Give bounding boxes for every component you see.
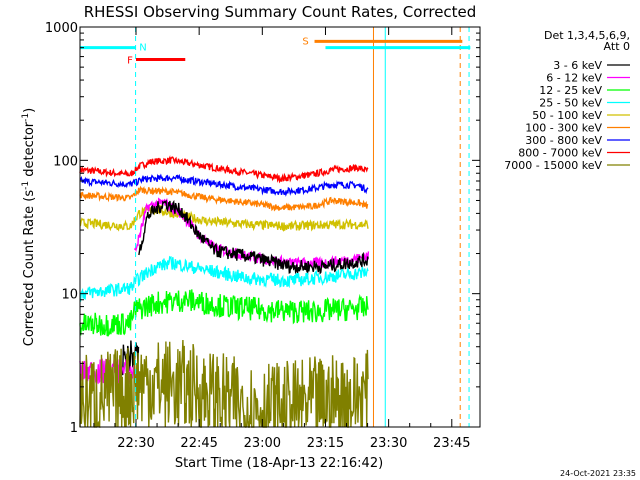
legend-label: 12 - 25 keV [539, 84, 602, 97]
x-axis: 22:30 22:45 23:00 23:15 23:30 23:45 [93, 27, 471, 451]
legend-label: 7000 - 15000 keV [504, 159, 602, 172]
legend-label: 800 - 7000 keV [518, 147, 602, 160]
legend-label: 25 - 50 keV [539, 97, 602, 110]
series-layer [79, 155, 370, 429]
legend-item: 300 - 800 keV [525, 134, 630, 147]
night-flag-label: N [139, 43, 146, 54]
legend-label: 300 - 800 keV [525, 134, 602, 147]
x-tick-label: 23:45 [433, 436, 470, 451]
legend-label: 100 - 300 keV [525, 122, 602, 135]
x-tick-label: 23:30 [370, 436, 407, 451]
series-line-3-6-keV [138, 199, 369, 276]
y-tick-label: 1000 [45, 21, 78, 36]
plot-frame [79, 26, 481, 428]
legend-label: 6 - 12 keV [546, 72, 602, 85]
legend-item: 3 - 6 keV [553, 59, 630, 72]
plot-area: NF S 22:30 22:45 23:00 23:15 23:30 23:45 1 10 10… [45, 21, 481, 451]
series-line-50-100-keV [79, 204, 369, 232]
chart-title: RHESSI Observing Summary Count Rates, Co… [84, 3, 477, 21]
series-line-100-300-keV [79, 185, 369, 212]
series-line-300-800-keV [79, 173, 369, 197]
legend-item: 50 - 100 keV [532, 109, 630, 122]
x-tick-label: 22:45 [180, 436, 217, 451]
x-axis-label: Start Time (18-Apr-13 22:16:42) [175, 456, 383, 471]
legend-label: 50 - 100 keV [532, 109, 602, 122]
y-tick-label: 100 [53, 154, 78, 169]
y-tick-label: 1 [70, 421, 78, 436]
legend-header: Det 1,3,4,5,6,9, [544, 29, 630, 42]
series-line-25-50-keV [79, 255, 369, 303]
flag-layer: NF S [80, 27, 471, 427]
y-axis: 1 10 100 1000 [45, 21, 480, 436]
legend-header-att: Att 0 [604, 40, 630, 53]
footer-date: 24-Oct-2021 23:35 [560, 469, 636, 478]
legend-item: 25 - 50 keV [539, 97, 630, 110]
y-axis-label: Corrected Count Rate (s-1 detector-1) [21, 108, 37, 346]
x-tick-label: 22:30 [117, 436, 154, 451]
legend-item: 7000 - 15000 keV [504, 159, 630, 172]
series-line-6-12-keV [134, 197, 370, 270]
x-tick-label: 23:00 [244, 436, 281, 451]
x-tick-label: 23:15 [307, 436, 344, 451]
y-tick-label: 10 [61, 288, 78, 303]
series-line-12-25-keV [79, 289, 369, 338]
legend-label: 3 - 6 keV [553, 59, 602, 72]
saa-flag-label: S [302, 36, 308, 47]
legend-item: 12 - 25 keV [539, 84, 630, 97]
legend-item: 800 - 7000 keV [518, 147, 630, 160]
series-line-7000-15000-keV [79, 339, 369, 429]
legend-item: 6 - 12 keV [546, 72, 630, 85]
series-line-800-7000-keV [79, 155, 369, 184]
flare-flag-label: F [127, 56, 133, 67]
legend-item: 100 - 300 keV [525, 122, 630, 135]
